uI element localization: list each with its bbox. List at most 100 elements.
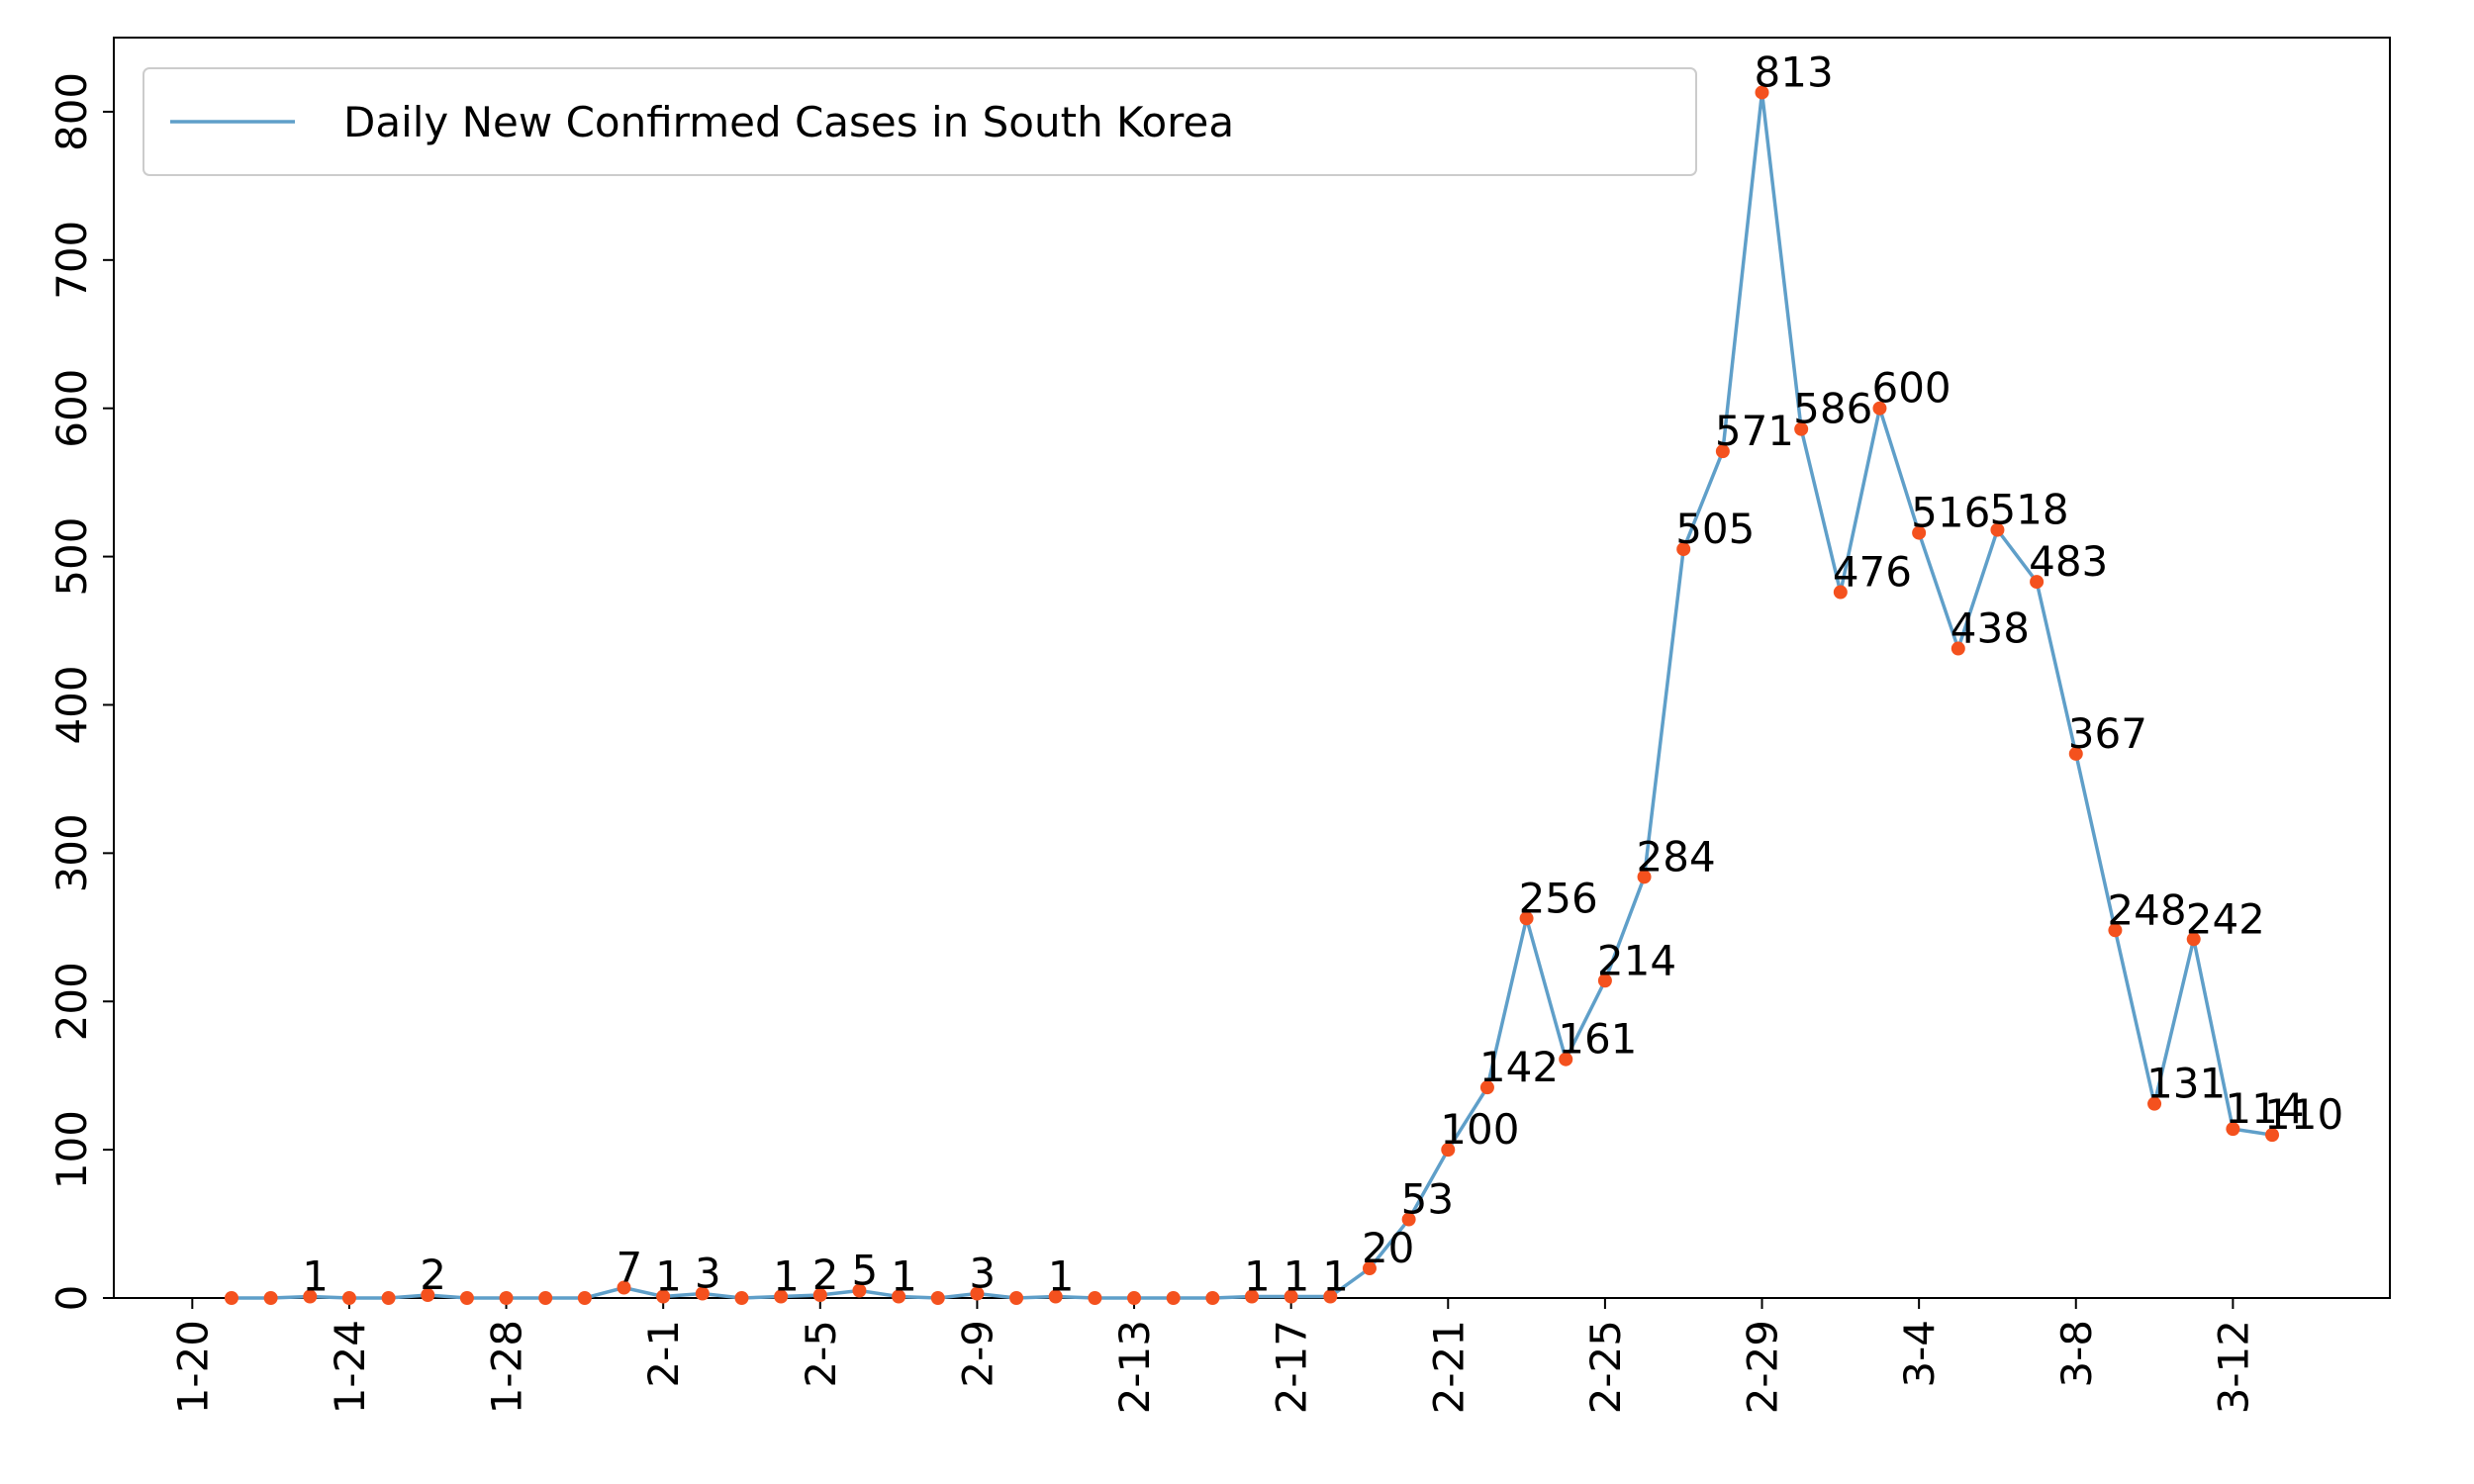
data-point [892, 1289, 906, 1304]
data-point [1479, 1080, 1494, 1095]
data-point [2068, 746, 2083, 761]
data-label: 3 [969, 1250, 996, 1298]
x-tick-label: 2-1 [639, 1320, 688, 1388]
data-point [1951, 641, 1965, 656]
data-label: 142 [1479, 1043, 1559, 1091]
y-tick-label: 100 [48, 1110, 96, 1189]
data-point [2030, 575, 2045, 590]
legend: Daily New Confirmed Cases in South Korea [143, 67, 1697, 176]
x-tick-label: 2-25 [1581, 1320, 1630, 1414]
data-label: 600 [1871, 364, 1951, 413]
data-point [303, 1289, 318, 1304]
legend-box [143, 67, 1697, 176]
data-label: 114 [2225, 1084, 2304, 1133]
data-point [774, 1289, 789, 1304]
x-tick-label: 1-24 [326, 1320, 374, 1414]
data-point [617, 1280, 631, 1295]
data-label: 367 [2068, 709, 2147, 758]
x-tick-label: 2-21 [1424, 1320, 1473, 1414]
data-point [577, 1291, 592, 1305]
data-label: 242 [2186, 894, 2265, 943]
data-label: 100 [1440, 1105, 1519, 1154]
data-label: 2 [812, 1251, 839, 1299]
data-point [421, 1288, 435, 1303]
data-label: 161 [1558, 1015, 1637, 1064]
y-tick-label: 300 [48, 813, 96, 892]
data-point [538, 1291, 553, 1305]
data-label: 505 [1675, 505, 1755, 553]
data-label: 1 [773, 1252, 800, 1301]
data-point [341, 1291, 356, 1305]
data-point [1559, 1052, 1573, 1067]
data-label: 53 [1401, 1175, 1454, 1224]
data-point [2226, 1122, 2240, 1137]
x-tick-label: 2-29 [1739, 1320, 1787, 1414]
data-point [1597, 974, 1612, 988]
y-tick-label: 200 [48, 962, 96, 1041]
data-label: 516 [1911, 489, 1990, 537]
data-point [1833, 585, 1848, 600]
data-point [1048, 1289, 1063, 1304]
y-tick-label: 800 [48, 72, 96, 151]
data-label: 1 [302, 1252, 329, 1301]
data-point [970, 1286, 985, 1301]
data-point [1872, 401, 1887, 416]
data-label: 7 [617, 1244, 643, 1292]
data-point [1990, 522, 2005, 537]
data-point [1284, 1289, 1298, 1304]
x-tick-label: 2-17 [1268, 1320, 1316, 1414]
data-label: 1 [891, 1252, 917, 1301]
plot-frame [113, 37, 2391, 1299]
data-point [381, 1291, 396, 1305]
data-label: 131 [2146, 1060, 2226, 1108]
data-label: 1 [1244, 1252, 1271, 1301]
data-label: 518 [1989, 486, 2068, 534]
data-point [2265, 1128, 2280, 1143]
data-point [263, 1291, 278, 1305]
data-point [1362, 1261, 1377, 1276]
data-point [930, 1291, 945, 1305]
x-tick-label: 3-12 [2209, 1320, 2257, 1414]
data-point [695, 1286, 710, 1301]
data-point [734, 1291, 749, 1305]
data-label: 1 [1284, 1252, 1310, 1301]
data-label: 248 [2107, 885, 2186, 934]
data-point [1755, 85, 1769, 100]
data-point [852, 1283, 867, 1298]
x-tick-label: 3-8 [2052, 1320, 2101, 1388]
x-tick-label: 2-13 [1110, 1320, 1159, 1414]
data-line [231, 92, 2273, 1300]
data-label: 20 [1362, 1224, 1414, 1272]
data-point [1009, 1291, 1024, 1305]
y-tick-label: 700 [48, 221, 96, 300]
data-label: 214 [1597, 936, 1676, 984]
data-point [1519, 911, 1534, 926]
x-tick-label: 2-5 [797, 1320, 845, 1388]
data-point [656, 1289, 671, 1304]
x-tick-label: 3-4 [1895, 1320, 1944, 1388]
data-label: 476 [1833, 548, 1912, 597]
data-point [1441, 1143, 1456, 1158]
legend-label: Daily New Confirmed Cases in South Korea [343, 98, 1234, 146]
data-label: 438 [1951, 604, 2030, 653]
data-point [1401, 1212, 1416, 1227]
data-point [2147, 1096, 2162, 1111]
data-point [1166, 1291, 1181, 1305]
data-point [459, 1291, 474, 1305]
data-point [1715, 444, 1730, 459]
y-tick-label: 500 [48, 517, 96, 597]
data-label: 110 [2264, 1090, 2343, 1139]
data-label: 284 [1637, 832, 1716, 881]
data-point [1676, 542, 1691, 557]
data-label: 2 [420, 1251, 446, 1299]
data-point [224, 1291, 238, 1305]
data-label: 813 [1755, 47, 1834, 96]
data-point [1794, 421, 1809, 436]
data-point [1127, 1291, 1142, 1305]
data-point [1205, 1291, 1220, 1305]
data-point [1912, 525, 1927, 540]
data-point [1637, 870, 1652, 884]
data-point [1245, 1289, 1259, 1304]
x-tick-label: 2-9 [953, 1320, 1001, 1388]
